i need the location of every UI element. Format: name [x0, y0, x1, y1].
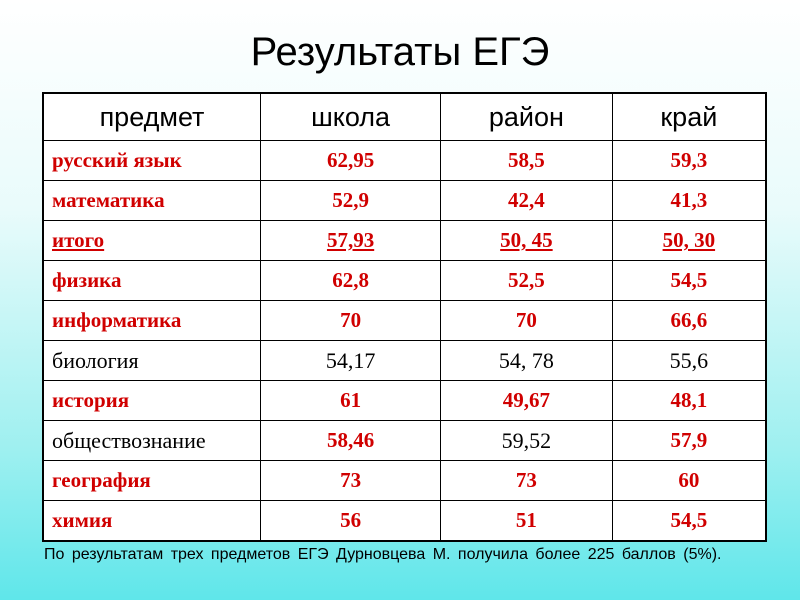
- table-row: биология 54,17 54, 78 55,6: [42, 340, 767, 381]
- score-cell: 58,46: [259, 420, 442, 461]
- score-cell: 52,5: [440, 260, 613, 301]
- score-cell: 51: [440, 500, 613, 542]
- subject-cell: математика: [42, 180, 261, 221]
- table-row: итого 57,93 50, 45 50, 30: [42, 220, 767, 261]
- score-cell: 54,5: [611, 260, 767, 301]
- slide-title: Результаты ЕГЭ: [250, 30, 550, 74]
- score-cell: 70: [440, 300, 613, 341]
- score-cell: 62,95: [259, 140, 442, 181]
- subject-cell: биология: [42, 340, 261, 381]
- subject-cell: химия: [42, 500, 261, 542]
- subject-cell: география: [42, 460, 261, 501]
- score-cell: 50, 45: [440, 220, 613, 261]
- score-cell: 54,17: [259, 340, 442, 381]
- subject-cell: русский язык: [42, 140, 261, 181]
- table-row: русский язык 62,95 58,5 59,3: [42, 140, 767, 181]
- table-row: математика 52,9 42,4 41,3: [42, 180, 767, 221]
- header-row: предмет школа район край: [42, 92, 767, 141]
- subject-cell: итого: [42, 220, 261, 261]
- score-cell: 66,6: [611, 300, 767, 341]
- score-cell: 61: [259, 380, 442, 421]
- subject-cell: информатика: [42, 300, 261, 341]
- score-cell: 57,9: [611, 420, 767, 461]
- table-body: русский язык 62,95 58,5 59,3 математика 52,9 4…: [42, 140, 767, 542]
- score-cell: 41,3: [611, 180, 767, 221]
- table-row: история 61 49,67 48,1: [42, 380, 767, 421]
- header-cell: район: [440, 92, 613, 141]
- score-cell: 50, 30: [611, 220, 767, 261]
- score-cell: 70: [259, 300, 442, 341]
- score-cell: 52,9: [259, 180, 442, 221]
- score-cell: 42,4: [440, 180, 613, 221]
- subject-cell: история: [42, 380, 261, 421]
- table-row: информатика 70 70 66,6: [42, 300, 767, 341]
- score-cell: 56: [259, 500, 442, 542]
- score-cell: 73: [440, 460, 613, 501]
- table-row: география 73 73 60: [42, 460, 767, 501]
- footnote: По результатам трех предметов ЕГЭ Дурнов…: [44, 546, 722, 563]
- header-cell: край: [611, 92, 767, 141]
- subject-cell: обществознание: [42, 420, 261, 461]
- score-cell: 55,6: [611, 340, 767, 381]
- score-cell: 48,1: [611, 380, 767, 421]
- score-cell: 62,8: [259, 260, 442, 301]
- table-row: химия 56 51 54,5: [42, 500, 767, 542]
- score-cell: 54, 78: [440, 340, 613, 381]
- results-table: предмет школа район край русский язык 62,95 5…: [42, 92, 767, 542]
- score-cell: 60: [611, 460, 767, 501]
- header-cell: школа: [259, 92, 442, 141]
- score-cell: 59,52: [440, 420, 613, 461]
- header-cell: предмет: [42, 92, 261, 141]
- score-cell: 73: [259, 460, 442, 501]
- score-cell: 57,93: [259, 220, 442, 261]
- table-row: физика 62,8 52,5 54,5: [42, 260, 767, 301]
- score-cell: 59,3: [611, 140, 767, 181]
- subject-cell: физика: [42, 260, 261, 301]
- table-row: обществознание 58,46 59,52 57,9: [42, 420, 767, 461]
- score-cell: 49,67: [440, 380, 613, 421]
- score-cell: 54,5: [611, 500, 767, 542]
- score-cell: 58,5: [440, 140, 613, 181]
